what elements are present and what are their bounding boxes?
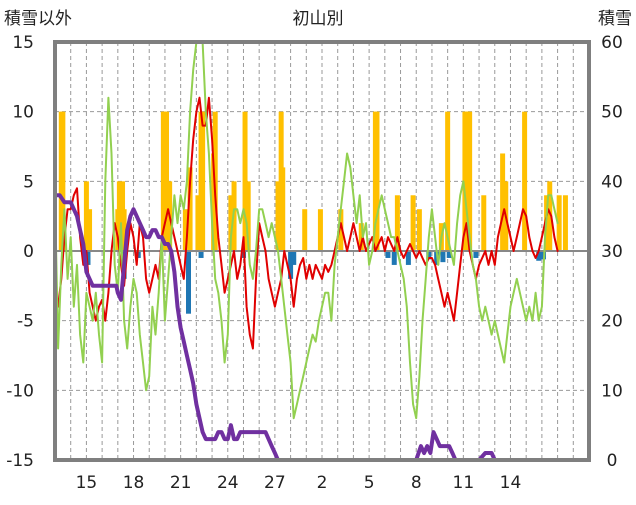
left-tick-6: -15 [6,451,34,471]
bar-0-2 [83,181,89,251]
plot-frame [53,40,591,462]
bar-1-6 [288,251,294,279]
bar-1-0 [85,251,91,265]
right-tick-6: 0 [607,451,618,471]
bar-0-5 [116,181,122,251]
x-tick-1: 18 [123,473,145,493]
bar-0-32 [394,195,400,251]
left-tick-labels: 15 10 5 0 -5 -10 -15 [6,33,34,471]
series-line-2 [53,193,560,462]
bar-0-44 [522,111,528,252]
bar-1-7 [291,251,297,265]
right-tick-4: 20 [601,312,623,332]
bar-0-31 [374,111,380,252]
bar-1-4 [198,251,204,258]
bar-0-22 [245,181,251,251]
bar-0-48 [562,195,568,251]
series-lines [53,41,560,462]
bar-1-14 [446,251,452,258]
bar-1-3 [186,251,191,314]
right-tick-labels: 60 50 40 30 20 10 0 [601,33,623,471]
bar-0-19 [228,195,234,251]
bar-0-29 [358,223,364,251]
x-tick-5: 2 [317,473,328,493]
x-tick-8: 11 [453,473,475,493]
bar-0-27 [317,209,323,251]
x-tick-4: 27 [264,473,286,493]
right-tick-3: 30 [601,242,623,262]
bar-0-42 [500,153,506,251]
bar-0-34 [416,209,422,251]
bar-0-36 [445,111,451,252]
bar-0-26 [302,209,308,251]
left-tick-5: -10 [6,381,34,401]
bar-1-9 [391,251,397,265]
bar-0-10 [164,111,170,252]
x-tick-9: 14 [500,473,522,493]
left-tick-4: -5 [17,312,34,332]
bar-1-11 [426,251,432,260]
bar-0-13 [187,167,193,251]
x-tick-3: 24 [217,473,239,493]
right-tick-5: 10 [601,381,623,401]
left-tick-3: 0 [23,242,34,262]
x-tick-labels: 15 18 21 24 27 2 5 8 11 14 [76,473,522,493]
bar-0-16 [200,111,206,252]
bar-0-41 [481,195,487,251]
bar-1-10 [405,251,411,265]
right-tick-1: 50 [601,103,623,123]
bar-0-14 [195,195,201,251]
bar-0-12 [182,209,188,251]
left-tick-0: 15 [12,33,34,53]
bar-1-8 [385,251,391,258]
bar-1-13 [440,251,446,263]
left-tick-2: 5 [23,172,34,192]
x-tick-0: 15 [76,473,98,493]
bar-0-47 [556,195,562,251]
bar-0-28 [338,209,344,251]
x-tick-7: 8 [411,473,422,493]
bar-0-3 [87,209,93,251]
bar-0-33 [410,195,416,251]
left-axis-title: 積雪以外 [4,9,72,29]
series-line-1 [54,41,559,420]
bar-1-15 [473,251,479,258]
x-tick-2: 21 [170,473,192,493]
bar-0-23 [275,181,281,251]
right-tick-0: 60 [601,33,623,53]
bar-0-40 [467,111,473,252]
right-tick-2: 40 [601,172,623,192]
bar-0-1 [60,111,66,252]
bar-0-25 [280,167,286,251]
bar-0-46 [547,181,553,251]
x-tick-6: 5 [364,473,375,493]
right-axis-title: 積雪 [598,9,632,29]
left-tick-1: 10 [12,103,34,123]
bar-0-21 [242,111,248,252]
chart-title: 初山別 [293,9,344,29]
bar-1-16 [536,251,542,261]
bar-0-7 [121,209,127,251]
